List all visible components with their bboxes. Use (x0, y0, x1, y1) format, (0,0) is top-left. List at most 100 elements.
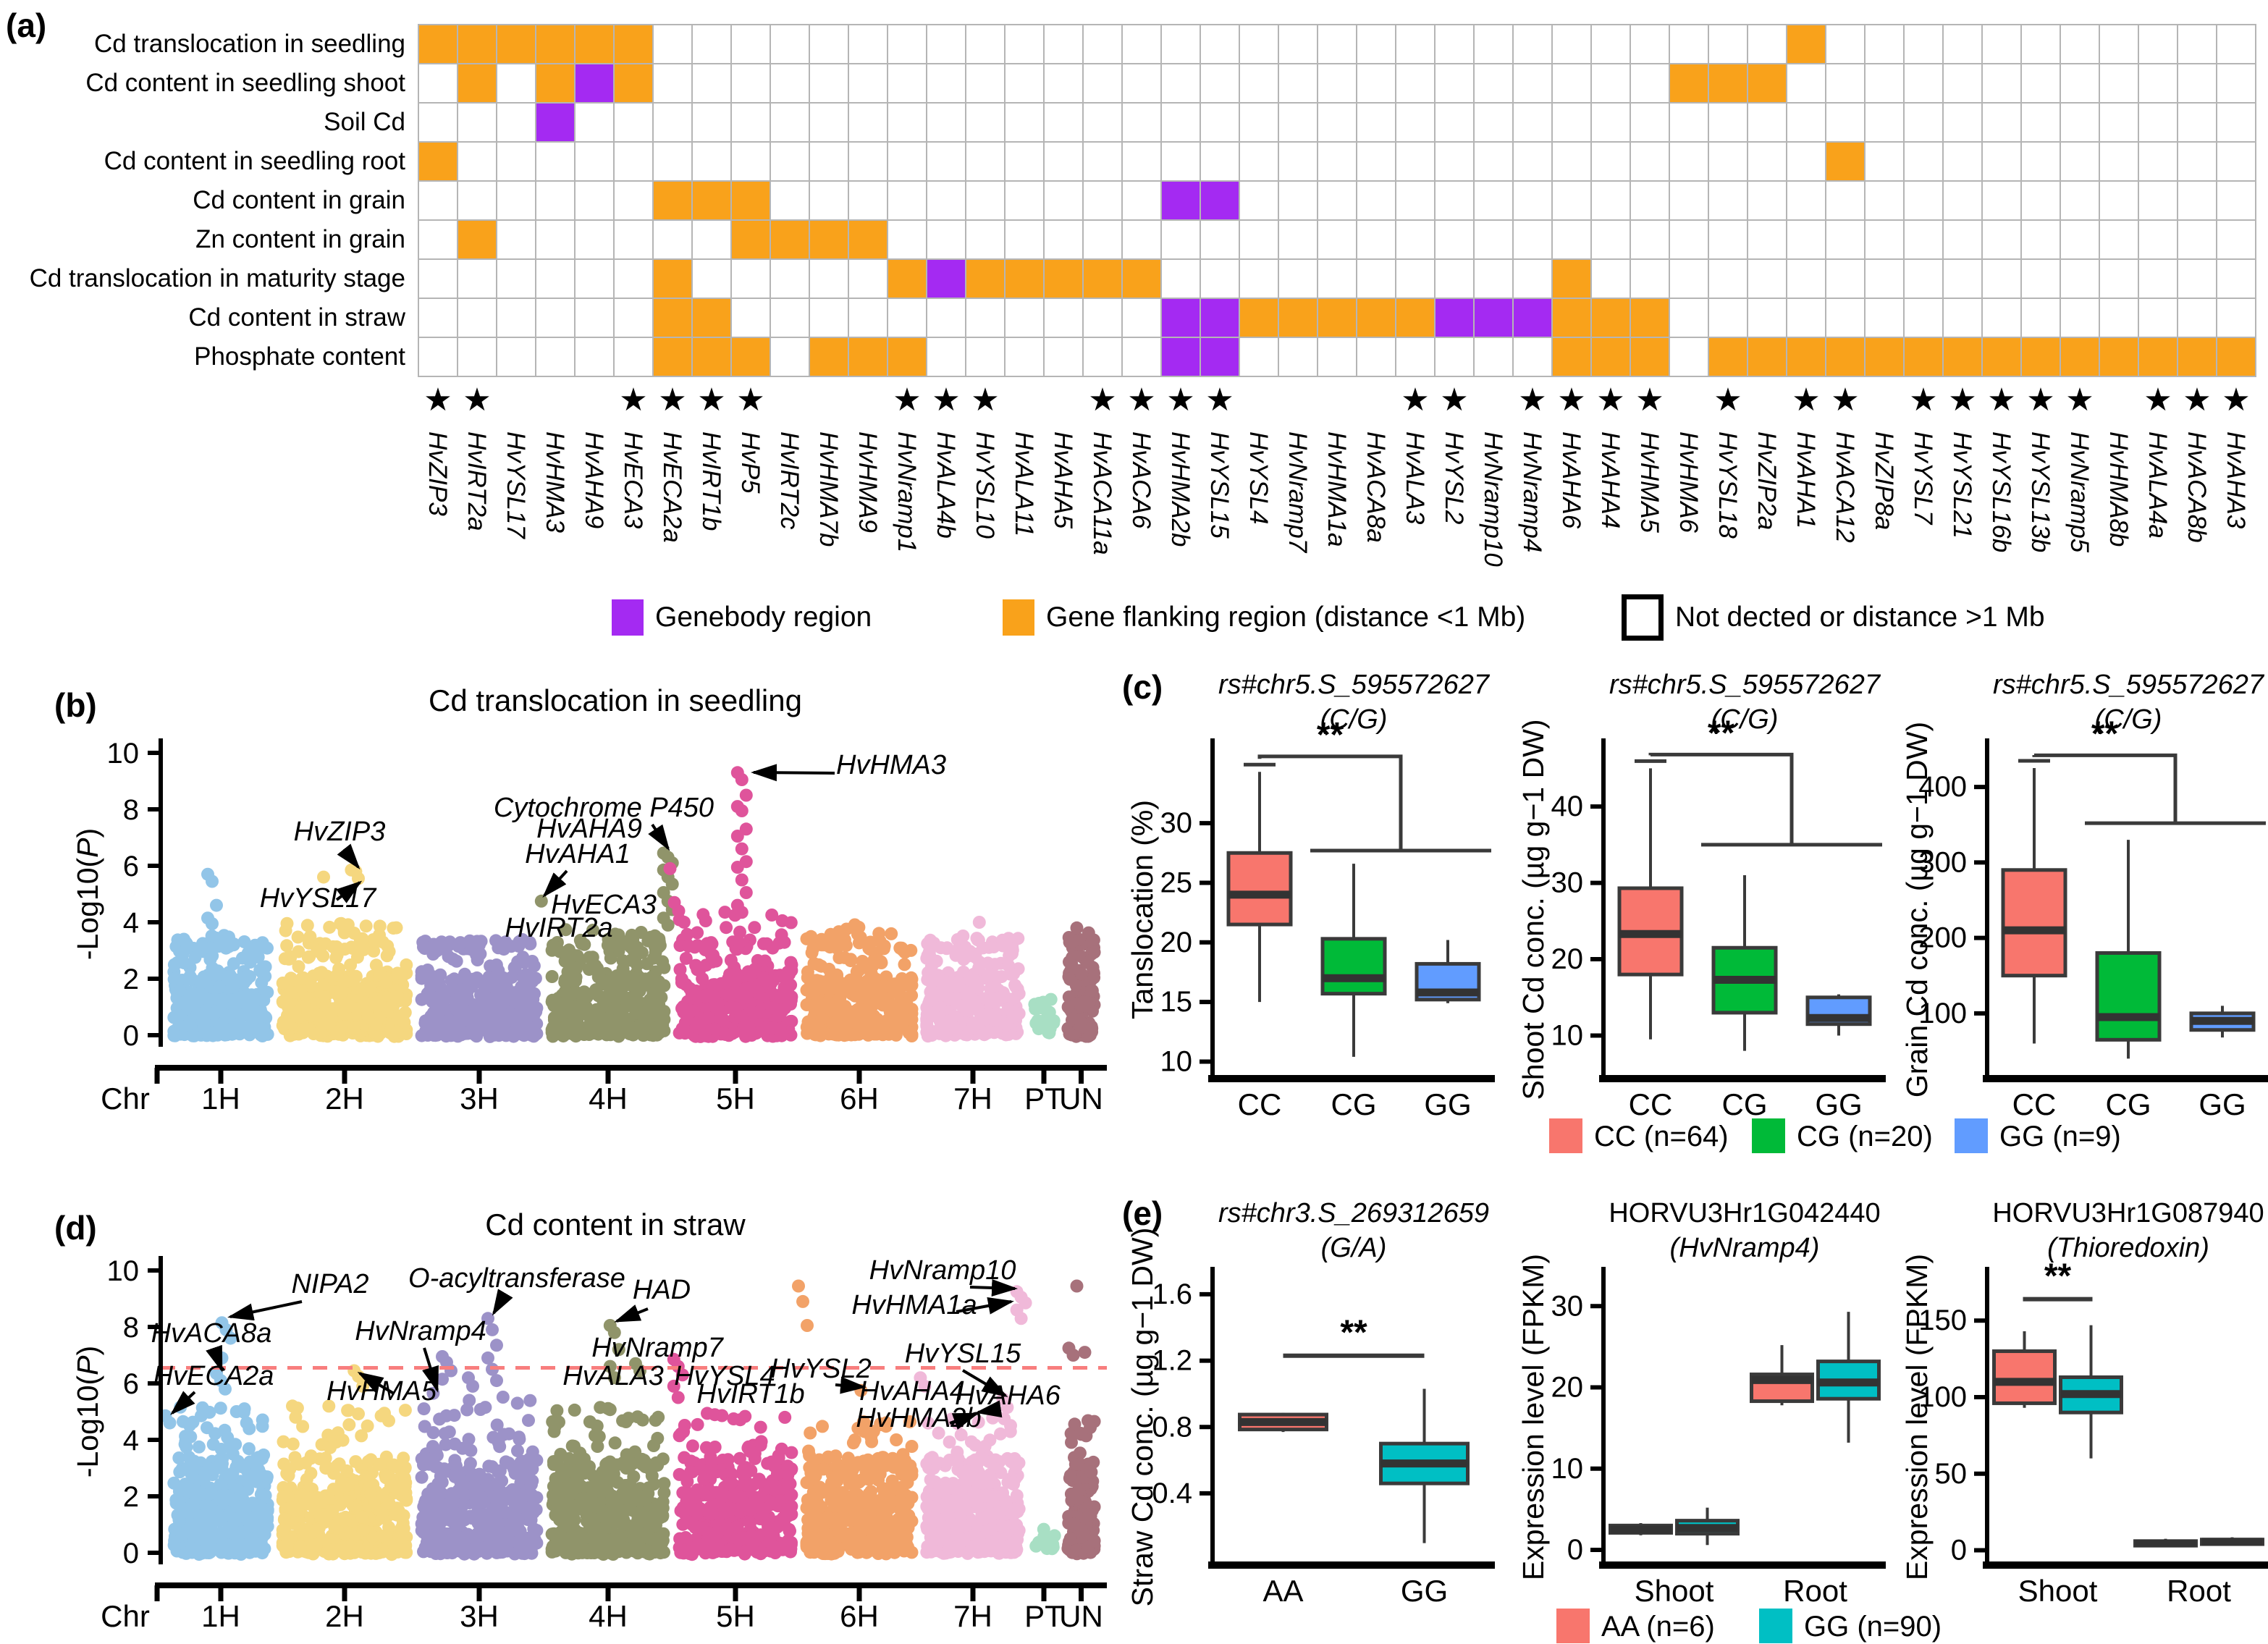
trait-gene-cell (1631, 299, 1669, 337)
trait-gene-cell (576, 25, 613, 63)
trait-gene-cell (1670, 338, 1708, 376)
trait-gene-cell (888, 221, 926, 258)
trait-gene-cell (1279, 25, 1317, 63)
trait-gene-cell (849, 338, 887, 376)
trait-gene-cell (1983, 25, 2020, 63)
gene-column-label: HvALA4b (932, 431, 960, 539)
trait-gene-cell (615, 338, 652, 376)
trait-gene-cell (1983, 260, 2020, 298)
trait-gene-cell (1514, 64, 1551, 102)
panel-c-plot1-title: rs#chr5.S_595572627 (1218, 670, 1491, 700)
trait-gene-cell (1709, 104, 1747, 141)
trait-gene-cell (497, 64, 535, 102)
panel-c-plot3-title: rs#chr5.S_595572627 (1993, 670, 2265, 700)
trait-gene-cell (1905, 64, 1942, 102)
y-axis-title: Tanslocation (%) (1126, 800, 1159, 1019)
trait-gene-cell (1436, 221, 1473, 258)
trait-gene-cell (419, 221, 457, 258)
trait-row-label: Cd translocation in seedling (94, 30, 405, 58)
trait-gene-cell (1357, 299, 1395, 337)
gene-column-label: HvNramp5 (2065, 431, 2094, 553)
gene-column-label: HvNramp7 (1283, 431, 1312, 553)
boxplot-legend-e: AA (n=6) GG (n=90) (1556, 1609, 1942, 1643)
panel-c-plot2-subtitle: (C/G) (1711, 704, 1779, 735)
trait-gene-cell (1006, 338, 1043, 376)
trait-gene-cell (1006, 64, 1043, 102)
trait-gene-cell (1944, 221, 1981, 258)
trait-gene-cell (1944, 260, 1981, 298)
trait-gene-cell (1357, 25, 1395, 63)
trait-gene-cell (2100, 182, 2138, 219)
trait-gene-cell (1045, 182, 1082, 219)
trait-gene-cell (2178, 260, 2216, 298)
panel-e-boxplots-chart: (e) rs#chr3.S_269312659 (G/A) HORVU3Hr1G… (1122, 1194, 2268, 1643)
trait-gene-cell (1436, 260, 1473, 298)
trait-gene-cell (2061, 221, 2099, 258)
trait-gene-cell (1670, 260, 1708, 298)
chrom-label-1H: 1H (201, 1082, 240, 1116)
trait-gene-cell (458, 299, 496, 337)
trait-gene-cell (1670, 143, 1708, 180)
trait-gene-cell (1240, 299, 1278, 337)
trait-gene-cell (1826, 143, 1864, 180)
trait-gene-cell (693, 143, 730, 180)
trait-gene-cell (1357, 143, 1395, 180)
trait-gene-cell (497, 25, 535, 63)
trait-gene-cell (849, 104, 887, 141)
star-icon: ★ (1401, 382, 1430, 418)
trait-gene-cell (1826, 104, 1864, 141)
trait-gene-cell (1318, 104, 1356, 141)
gene-column-label: HvIRT2a (463, 431, 491, 531)
trait-gene-cell (1475, 338, 1512, 376)
gene-column-label: HvYSL17 (502, 431, 530, 539)
gene-column-label: HvAHA6 (1557, 431, 1585, 529)
star-icon: ★ (2065, 382, 2094, 418)
trait-gene-cell (732, 221, 770, 258)
trait-gene-cell (1944, 104, 1981, 141)
trait-gene-cell (1553, 143, 1590, 180)
chrom-label-7H: 7H (953, 1082, 992, 1116)
trait-gene-cell (1866, 299, 1903, 337)
trait-gene-cell (2178, 182, 2216, 219)
trait-gene-cell (2139, 182, 2177, 219)
trait-gene-cell (2217, 221, 2255, 258)
trait-gene-cell (536, 25, 574, 63)
star-icon: ★ (1440, 382, 1469, 418)
svg-text:100: 100 (1918, 998, 1967, 1029)
trait-gene-cell (2178, 143, 2216, 180)
trait-gene-cell (1787, 260, 1825, 298)
trait-gene-cell (1709, 25, 1747, 63)
star-icon: ★ (1635, 382, 1664, 418)
star-icon: ★ (2143, 382, 2172, 418)
trait-gene-cell (1162, 104, 1200, 141)
legend-swatch-CC (1549, 1118, 1582, 1153)
gene-column-label: HvAHA9 (580, 431, 608, 529)
trait-gene-cell (927, 104, 965, 141)
category-label-CC: CC (1238, 1087, 1282, 1121)
trait-gene-cell (1240, 221, 1278, 258)
chrom-label-4H: 4H (589, 1599, 628, 1633)
trait-gene-cell (2178, 25, 2216, 63)
trait-gene-cell (1123, 182, 1160, 219)
category-label-Shoot: Shoot (2018, 1574, 2098, 1608)
trait-gene-cell (1670, 104, 1708, 141)
trait-gene-cell (1201, 25, 1239, 63)
trait-gene-cell (1826, 25, 1864, 63)
trait-gene-cell (1396, 221, 1434, 258)
trait-gene-cell (2139, 260, 2177, 298)
trait-gene-cell (693, 64, 730, 102)
trait-gene-cell (1553, 338, 1590, 376)
significance-marker: ** (2023, 1257, 2093, 1302)
trait-gene-cell (849, 64, 887, 102)
trait-gene-cell (1162, 299, 1200, 337)
trait-gene-cell (1670, 182, 1708, 219)
trait-gene-cell (1279, 221, 1317, 258)
trait-gene-cell (732, 299, 770, 337)
y-axis-title: Shoot Cd conc. (µg g−1 DW) (1517, 719, 1550, 1100)
trait-gene-cell (2217, 338, 2255, 376)
manhattan-annotations: HvHMA3 HvZIP3 HvYSL17 Cytochrome P450HvAHA9… (260, 750, 946, 943)
manhattan-points-1H (167, 929, 274, 1042)
